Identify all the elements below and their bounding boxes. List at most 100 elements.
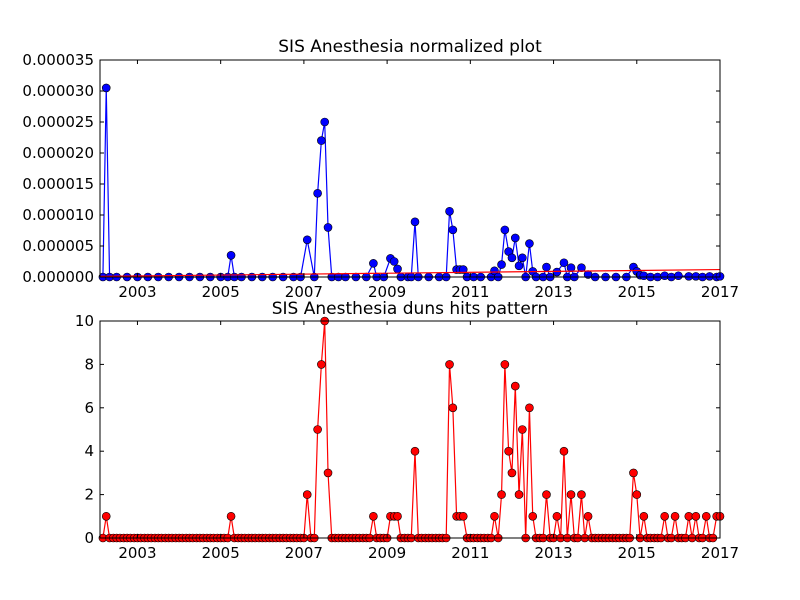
data-point	[445, 360, 454, 369]
data-point	[542, 490, 551, 499]
normalized-plot: SIS Anesthesia normalized plot 2003 2005 2…	[22, 37, 739, 301]
data-point	[577, 263, 586, 273]
y-tick-label: 0.000025	[22, 113, 94, 131]
data-point	[639, 511, 649, 521]
data-point	[528, 511, 538, 521]
x-tick-label: 2017	[701, 283, 739, 301]
data-point	[542, 262, 551, 272]
data-point	[583, 511, 593, 521]
x-tick-label: 2007	[285, 544, 323, 562]
x-tick-label: 2003	[118, 544, 156, 562]
data-point	[448, 403, 458, 413]
data-point	[504, 446, 513, 456]
data-point	[490, 266, 499, 276]
data-point	[507, 253, 517, 263]
data-point	[518, 253, 527, 263]
x-tick-label: 2017	[701, 544, 739, 562]
data-point	[497, 490, 506, 499]
y-tick-label: 0	[84, 529, 94, 547]
data-point	[101, 83, 111, 93]
x-tick-label: 2005	[202, 283, 240, 301]
data-point	[566, 263, 576, 273]
x-tick-label: 2011	[451, 544, 489, 562]
data-point	[552, 511, 562, 521]
y-tick-label: 0.000000	[22, 268, 94, 286]
data-point	[525, 403, 534, 413]
y-tick-label: 8	[84, 355, 94, 373]
y-tick-label: 4	[84, 442, 94, 460]
chart-title: SIS Anesthesia normalized plot	[278, 37, 542, 57]
data-point	[670, 511, 680, 521]
y-tick-label: 0.000035	[22, 51, 94, 69]
data-point	[559, 446, 569, 456]
series-line-1	[99, 268, 721, 277]
data-point	[458, 265, 468, 274]
x-tick-label: 2009	[368, 544, 406, 562]
data-point	[705, 272, 714, 281]
data-point	[410, 217, 420, 227]
data-point	[313, 425, 322, 434]
data-point	[552, 267, 562, 277]
data-point	[514, 261, 524, 271]
data-point	[458, 511, 468, 521]
data-point	[500, 225, 510, 235]
y-tick-label: 0.000010	[22, 206, 94, 224]
data-point	[317, 136, 326, 145]
data-point	[559, 258, 569, 268]
x-tick-label: 2013	[534, 283, 572, 301]
data-point	[632, 490, 642, 499]
data-point	[445, 206, 454, 216]
data-point	[701, 511, 711, 521]
y-tick-label: 2	[84, 486, 94, 504]
y-tick-label: 0.000020	[22, 144, 94, 162]
data-point	[577, 490, 586, 499]
data-point	[302, 235, 312, 245]
data-point	[448, 225, 458, 235]
data-point	[389, 257, 399, 266]
x-tick-label: 2015	[618, 283, 656, 301]
data-point	[490, 511, 499, 521]
series-line-0	[102, 320, 720, 539]
data-point	[320, 117, 330, 127]
data-point	[566, 490, 576, 499]
plot-area	[98, 83, 725, 282]
y-tick-label: 0.000015	[22, 175, 94, 193]
axes: 2003 2005 2007 2009 2011 2013 2015 2017 0 2 4 6 8 10	[75, 312, 739, 562]
data-point	[323, 223, 333, 232]
data-point	[674, 271, 683, 281]
x-tick-label: 2009	[368, 283, 406, 301]
data-point	[629, 468, 638, 478]
axes-frame	[99, 59, 721, 278]
data-point	[510, 233, 520, 243]
data-point	[514, 490, 524, 499]
axes-frame	[99, 320, 721, 539]
y-tick-label: 0.000005	[22, 237, 94, 255]
data-point	[393, 511, 402, 521]
axes: 2003 2005 2007 2009 2011 2013 2015 2017 0.000000…	[22, 51, 739, 301]
data-point	[507, 468, 517, 478]
x-tick-label: 2011	[451, 283, 489, 301]
x-tick-label: 2003	[118, 283, 156, 301]
x-tick-label: 2007	[285, 283, 323, 301]
chart-title: SIS Anesthesia duns hits pattern	[272, 299, 549, 319]
data-point	[393, 264, 402, 274]
data-point	[101, 511, 111, 521]
data-point	[369, 511, 378, 521]
data-point	[691, 511, 701, 521]
series-line-0	[102, 87, 721, 279]
y-tick-label: 10	[75, 312, 94, 330]
plot-area	[98, 316, 725, 543]
x-tick-label: 2013	[534, 544, 572, 562]
data-point	[323, 468, 333, 478]
data-point	[660, 511, 669, 521]
y-tick-label: 6	[84, 399, 94, 417]
data-point	[226, 251, 236, 260]
y-tick-label: 0.000030	[22, 82, 94, 100]
data-point	[317, 360, 326, 369]
data-point	[410, 446, 420, 456]
data-point	[518, 425, 527, 434]
data-point	[510, 381, 520, 391]
duns-hits-plot: SIS Anesthesia duns hits pattern 2003 200…	[75, 299, 739, 562]
x-tick-label: 2005	[202, 544, 240, 562]
